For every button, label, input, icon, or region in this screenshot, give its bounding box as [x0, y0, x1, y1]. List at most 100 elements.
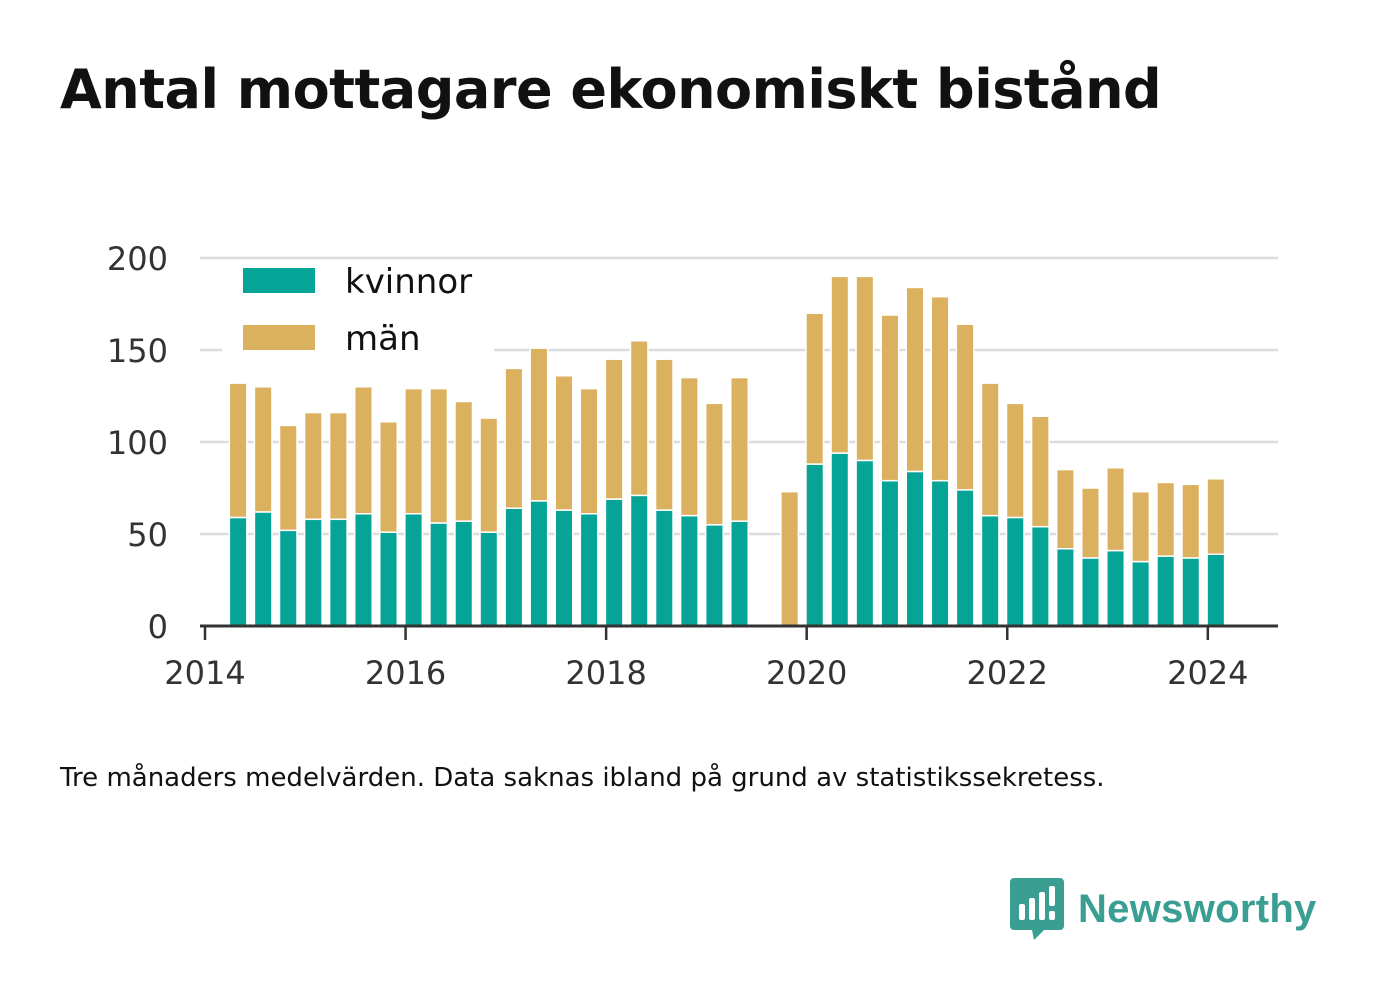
bar-man	[404, 387, 424, 515]
bar-man	[228, 382, 248, 519]
bar-man	[805, 312, 825, 465]
bar-man	[980, 382, 1000, 517]
legend-swatch	[243, 325, 315, 350]
bar-man	[253, 386, 273, 513]
bar-man	[353, 386, 373, 515]
bar-man	[379, 421, 399, 533]
bar-man	[429, 387, 449, 524]
bar-kvinnor	[704, 524, 724, 627]
bar-man	[1080, 487, 1100, 559]
bar-kvinnor	[604, 498, 624, 627]
bar-man	[780, 490, 800, 627]
bar-man	[880, 314, 900, 482]
bar-kvinnor	[880, 479, 900, 627]
bar-man	[955, 323, 975, 491]
bar-kvinnor	[1055, 547, 1075, 627]
bar-man	[1106, 467, 1126, 552]
bar-man	[930, 295, 950, 482]
bar-man	[278, 424, 298, 532]
bar-man	[905, 286, 925, 473]
bar-kvinnor	[353, 513, 373, 627]
bars	[228, 275, 1226, 627]
legend-label: män	[345, 319, 421, 359]
bar-kvinnor	[479, 531, 499, 627]
bar-man	[1030, 415, 1050, 528]
bar-kvinnor	[529, 500, 549, 627]
bar-man	[830, 275, 850, 454]
bar-kvinnor	[1181, 557, 1201, 627]
bar-man	[679, 376, 699, 517]
bar-man	[730, 376, 750, 522]
x-tick-label: 2018	[565, 654, 646, 692]
bar-man	[604, 358, 624, 500]
bar-man	[1156, 481, 1176, 557]
bar-kvinnor	[629, 494, 649, 627]
bar-kvinnor	[1131, 560, 1151, 627]
bar-man	[529, 347, 549, 502]
legend-label: kvinnor	[345, 262, 472, 302]
bar-kvinnor	[1005, 516, 1025, 627]
bar-man	[579, 387, 599, 515]
bar-kvinnor	[730, 520, 750, 627]
bar-kvinnor	[654, 509, 674, 627]
x-tick-label: 2014	[164, 654, 245, 692]
chart-title: Antal mottagare ekonomiskt bistånd	[60, 58, 1162, 121]
bar-kvinnor	[303, 518, 323, 627]
bar-kvinnor	[1080, 557, 1100, 627]
chart-footnote: Tre månaders medelvärden. Data saknas ib…	[60, 763, 1105, 793]
bar-kvinnor	[905, 470, 925, 627]
bar-kvinnor	[1156, 555, 1176, 627]
bar-kvinnor	[980, 514, 1000, 627]
bar-man	[1206, 478, 1226, 555]
bar-chart-speech-bubble-icon	[1010, 878, 1064, 940]
bar-man	[454, 400, 474, 522]
bar-kvinnor	[454, 520, 474, 627]
bar-man	[504, 367, 524, 509]
bar-kvinnor	[404, 513, 424, 627]
bar-kvinnor	[253, 511, 273, 627]
bar-man	[1005, 402, 1025, 519]
axes: 0 50 100 150 200 2014 2016 2018 2020 2022 2024	[107, 240, 1278, 692]
bar-man	[654, 358, 674, 511]
bar-kvinnor	[830, 452, 850, 627]
bar-man	[1055, 468, 1075, 550]
bar-kvinnor	[1030, 525, 1050, 627]
y-tick-label: 200	[107, 240, 168, 278]
bar-man	[704, 402, 724, 526]
bar-kvinnor	[805, 463, 825, 627]
bar-kvinnor	[278, 529, 298, 627]
brand-name: Newsworthy	[1078, 886, 1317, 931]
bar-kvinnor	[429, 522, 449, 627]
brand-logo: Newsworthy	[1010, 878, 1317, 940]
bar-man	[629, 340, 649, 497]
bar-kvinnor	[855, 459, 875, 627]
bar-kvinnor	[379, 531, 399, 627]
bar-man	[303, 411, 323, 521]
bar-kvinnor	[554, 509, 574, 627]
legend-swatch	[243, 268, 315, 293]
bar-kvinnor	[1206, 553, 1226, 627]
bar-man	[1181, 483, 1201, 559]
legend: kvinnor män	[222, 262, 494, 359]
bar-man	[479, 417, 499, 533]
x-tick-label: 2016	[365, 654, 446, 692]
y-tick-label: 0	[148, 608, 168, 646]
bar-man	[328, 411, 348, 521]
bar-kvinnor	[1106, 549, 1126, 627]
bar-man	[1131, 490, 1151, 563]
bar-kvinnor	[579, 513, 599, 627]
x-tick-label: 2024	[1167, 654, 1248, 692]
bar-kvinnor	[930, 479, 950, 627]
x-tick-label: 2020	[766, 654, 847, 692]
bar-kvinnor	[328, 518, 348, 627]
x-tick-label: 2022	[967, 654, 1048, 692]
bar-kvinnor	[679, 514, 699, 627]
bar-man	[855, 275, 875, 462]
bar-kvinnor	[228, 516, 248, 627]
bar-kvinnor	[955, 489, 975, 627]
y-tick-label: 50	[127, 516, 168, 554]
y-tick-label: 100	[107, 424, 168, 462]
y-tick-label: 150	[107, 332, 168, 370]
bar-kvinnor	[504, 507, 524, 627]
